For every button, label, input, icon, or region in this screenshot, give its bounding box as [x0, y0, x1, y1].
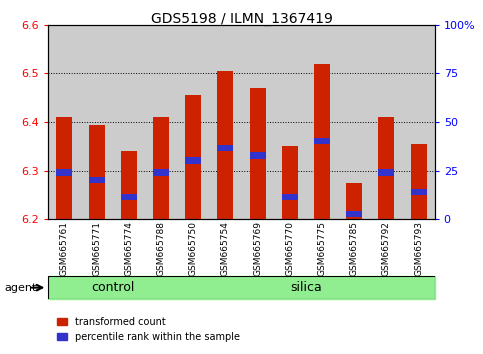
Bar [153, 169, 169, 176]
Bar [57, 169, 72, 176]
Bar [121, 152, 137, 219]
Bar [217, 145, 233, 152]
Text: agent: agent [5, 282, 37, 293]
Bar [250, 88, 266, 219]
Bar [314, 64, 330, 219]
Bar [282, 147, 298, 219]
Bar [242, 25, 274, 219]
Bar [185, 157, 201, 164]
Bar [402, 25, 435, 219]
Bar [121, 194, 137, 200]
Bar [370, 25, 402, 219]
Bar [346, 211, 362, 217]
Bar [88, 177, 105, 183]
Bar [274, 25, 306, 219]
Bar [217, 71, 233, 219]
Legend: transformed count, percentile rank within the sample: transformed count, percentile rank withi… [53, 313, 243, 346]
Bar [113, 25, 145, 219]
Bar [153, 117, 169, 219]
Bar [57, 117, 72, 219]
Bar [378, 117, 395, 219]
Bar [48, 25, 81, 219]
Bar [411, 189, 426, 195]
Bar [145, 25, 177, 219]
Bar [177, 25, 209, 219]
Text: GDS5198 / ILMN_1367419: GDS5198 / ILMN_1367419 [151, 12, 332, 27]
Bar [81, 25, 113, 219]
Bar [177, 276, 435, 299]
Bar [411, 144, 426, 219]
Bar [88, 125, 105, 219]
Bar [48, 276, 177, 299]
Bar [314, 138, 330, 144]
Bar [250, 152, 266, 159]
Bar [346, 183, 362, 219]
Text: control: control [91, 281, 134, 294]
Bar [378, 169, 395, 176]
Bar [306, 25, 338, 219]
Bar [209, 25, 242, 219]
Bar [338, 25, 370, 219]
Bar [282, 194, 298, 200]
Text: silica: silica [290, 281, 322, 294]
Bar [185, 95, 201, 219]
